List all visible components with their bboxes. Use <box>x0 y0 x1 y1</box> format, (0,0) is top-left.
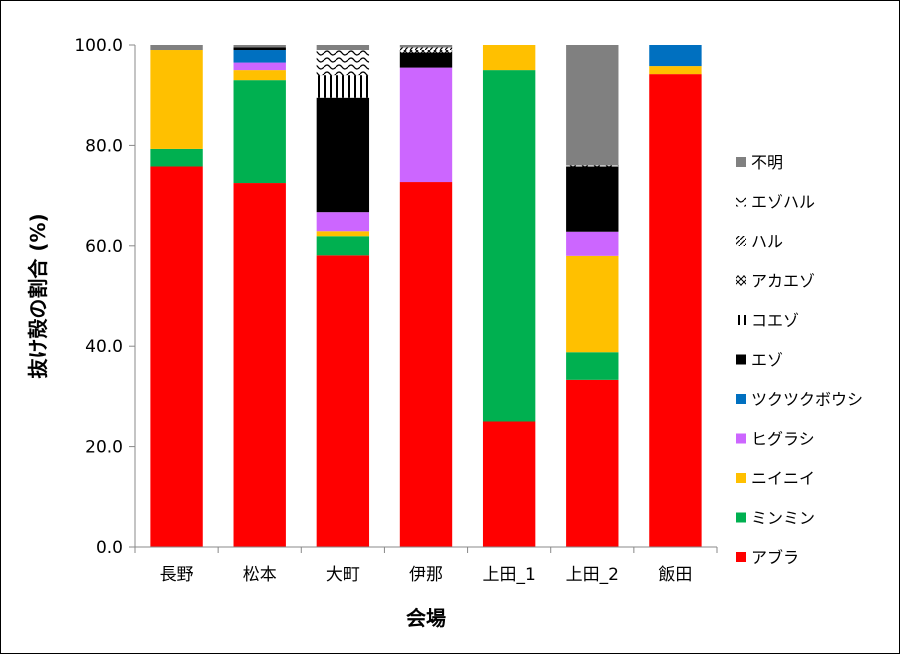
bar-segment-series-1 <box>482 421 536 547</box>
bar-segment-series-2 <box>566 352 619 380</box>
y-tick-label: 20.0 <box>85 438 123 458</box>
legend-label-series-10: エゾハル <box>751 193 815 212</box>
legend-label-series-6: エゾ <box>751 351 783 370</box>
axes-group <box>134 45 717 548</box>
bar-segment-series-4 <box>399 67 453 183</box>
bar-segment-series-2 <box>233 80 286 184</box>
legend-swatch-series-2 <box>736 512 746 523</box>
legend-swatch-series-6 <box>736 354 746 365</box>
legend-label-series-1: アブラ <box>751 548 799 567</box>
x-tick-label: 松本 <box>243 565 277 585</box>
y-tick-label: 40.0 <box>85 337 123 357</box>
bar-segment-series-3 <box>233 70 286 81</box>
bar-segment-series-4 <box>566 231 619 256</box>
bar-segment-series-6 <box>316 97 370 213</box>
legend-label-series-8: アカエゾ <box>751 272 815 291</box>
bar-segment-series-11 <box>399 45 453 48</box>
legend-label-series-5: ツクツクボウシ <box>751 390 863 409</box>
bar-segment-series-5 <box>233 50 286 63</box>
x-tick-label: 大町 <box>326 565 360 585</box>
bar-segment-series-8 <box>399 50 453 53</box>
bar-segment-series-1 <box>150 166 203 547</box>
legend-label-series-4: ヒグラシ <box>751 430 815 449</box>
x-tick-label: 飯田 <box>658 565 692 585</box>
legend-label-series-7: コエゾ <box>751 311 799 330</box>
x-tick-label: 伊那 <box>409 565 443 585</box>
bars-group <box>150 45 702 548</box>
x-tick-label: 上田_1 <box>482 565 535 585</box>
bar-segment-series-6 <box>233 47 286 51</box>
legend-swatch-series-1 <box>736 552 746 562</box>
legend-swatch-series-3 <box>736 473 746 483</box>
bar-segment-series-3 <box>316 231 370 237</box>
bar-segment-series-2 <box>150 148 203 167</box>
y-tick-label: 100.0 <box>74 36 123 56</box>
y-ticks-group: 0.0 20.0 40.0 60.0 80.0 100.0 <box>74 36 135 558</box>
bar-segment-series-11 <box>233 45 286 48</box>
bar-segment-series-11 <box>566 45 619 166</box>
bar-segment-series-4 <box>233 62 286 71</box>
y-axis-title: 抜け殻の割合 (%) <box>26 213 50 378</box>
legend-label-series-3: ニイニイ <box>751 469 815 488</box>
legend-swatch-series-8 <box>736 275 746 286</box>
bar-segment-series-9 <box>399 47 453 51</box>
bar-segment-series-3 <box>482 45 536 71</box>
bar-segment-series-1 <box>316 255 370 547</box>
legend-swatch-series-9 <box>736 236 746 246</box>
bar-segment-series-10 <box>316 50 370 76</box>
x-tick-label: 上田_2 <box>566 565 619 585</box>
bar-segment-series-3 <box>649 66 702 75</box>
x-tick-label: 長野 <box>160 565 194 585</box>
bar-segment-series-1 <box>233 183 286 548</box>
legend-swatch-series-4 <box>736 433 746 444</box>
bar-segment-series-6 <box>399 52 453 68</box>
legend-swatch-series-7 <box>736 315 746 325</box>
bar-segment-series-7 <box>316 75 370 98</box>
legend-label-series-9: ハル <box>751 232 783 251</box>
bar-segment-series-10 <box>566 165 619 167</box>
bar-segment-series-2 <box>482 70 536 422</box>
bar-segment-series-4 <box>316 212 370 232</box>
y-tick-label: 80.0 <box>85 136 123 156</box>
legend-swatch-series-10 <box>736 196 746 207</box>
bar-segment-series-3 <box>566 255 619 353</box>
bar-segment-series-1 <box>649 74 702 547</box>
bar-segment-series-1 <box>399 182 453 547</box>
x-ticks-group: 長野 松本 大町 伊那 上田_1 上田_2 飯田 <box>134 547 718 585</box>
bar-segment-series-5 <box>649 45 702 67</box>
x-axis-title: 会場 <box>406 606 446 630</box>
legend-swatch-series-5 <box>736 394 746 404</box>
y-tick-label: 60.0 <box>85 237 123 257</box>
bar-segment-series-11 <box>316 45 370 51</box>
bar-segment-series-1 <box>566 379 619 547</box>
legend-label-series-2: ミンミン <box>751 509 815 528</box>
y-tick-label: 0.0 <box>96 538 123 558</box>
bar-segment-series-2 <box>316 236 370 256</box>
bar-segment-series-11 <box>150 45 203 51</box>
legend-swatch-series-11 <box>736 157 746 167</box>
legend-label-series-11: 不明 <box>751 153 783 172</box>
bar-segment-series-6 <box>566 166 619 232</box>
bar-segment-series-3 <box>150 50 203 149</box>
